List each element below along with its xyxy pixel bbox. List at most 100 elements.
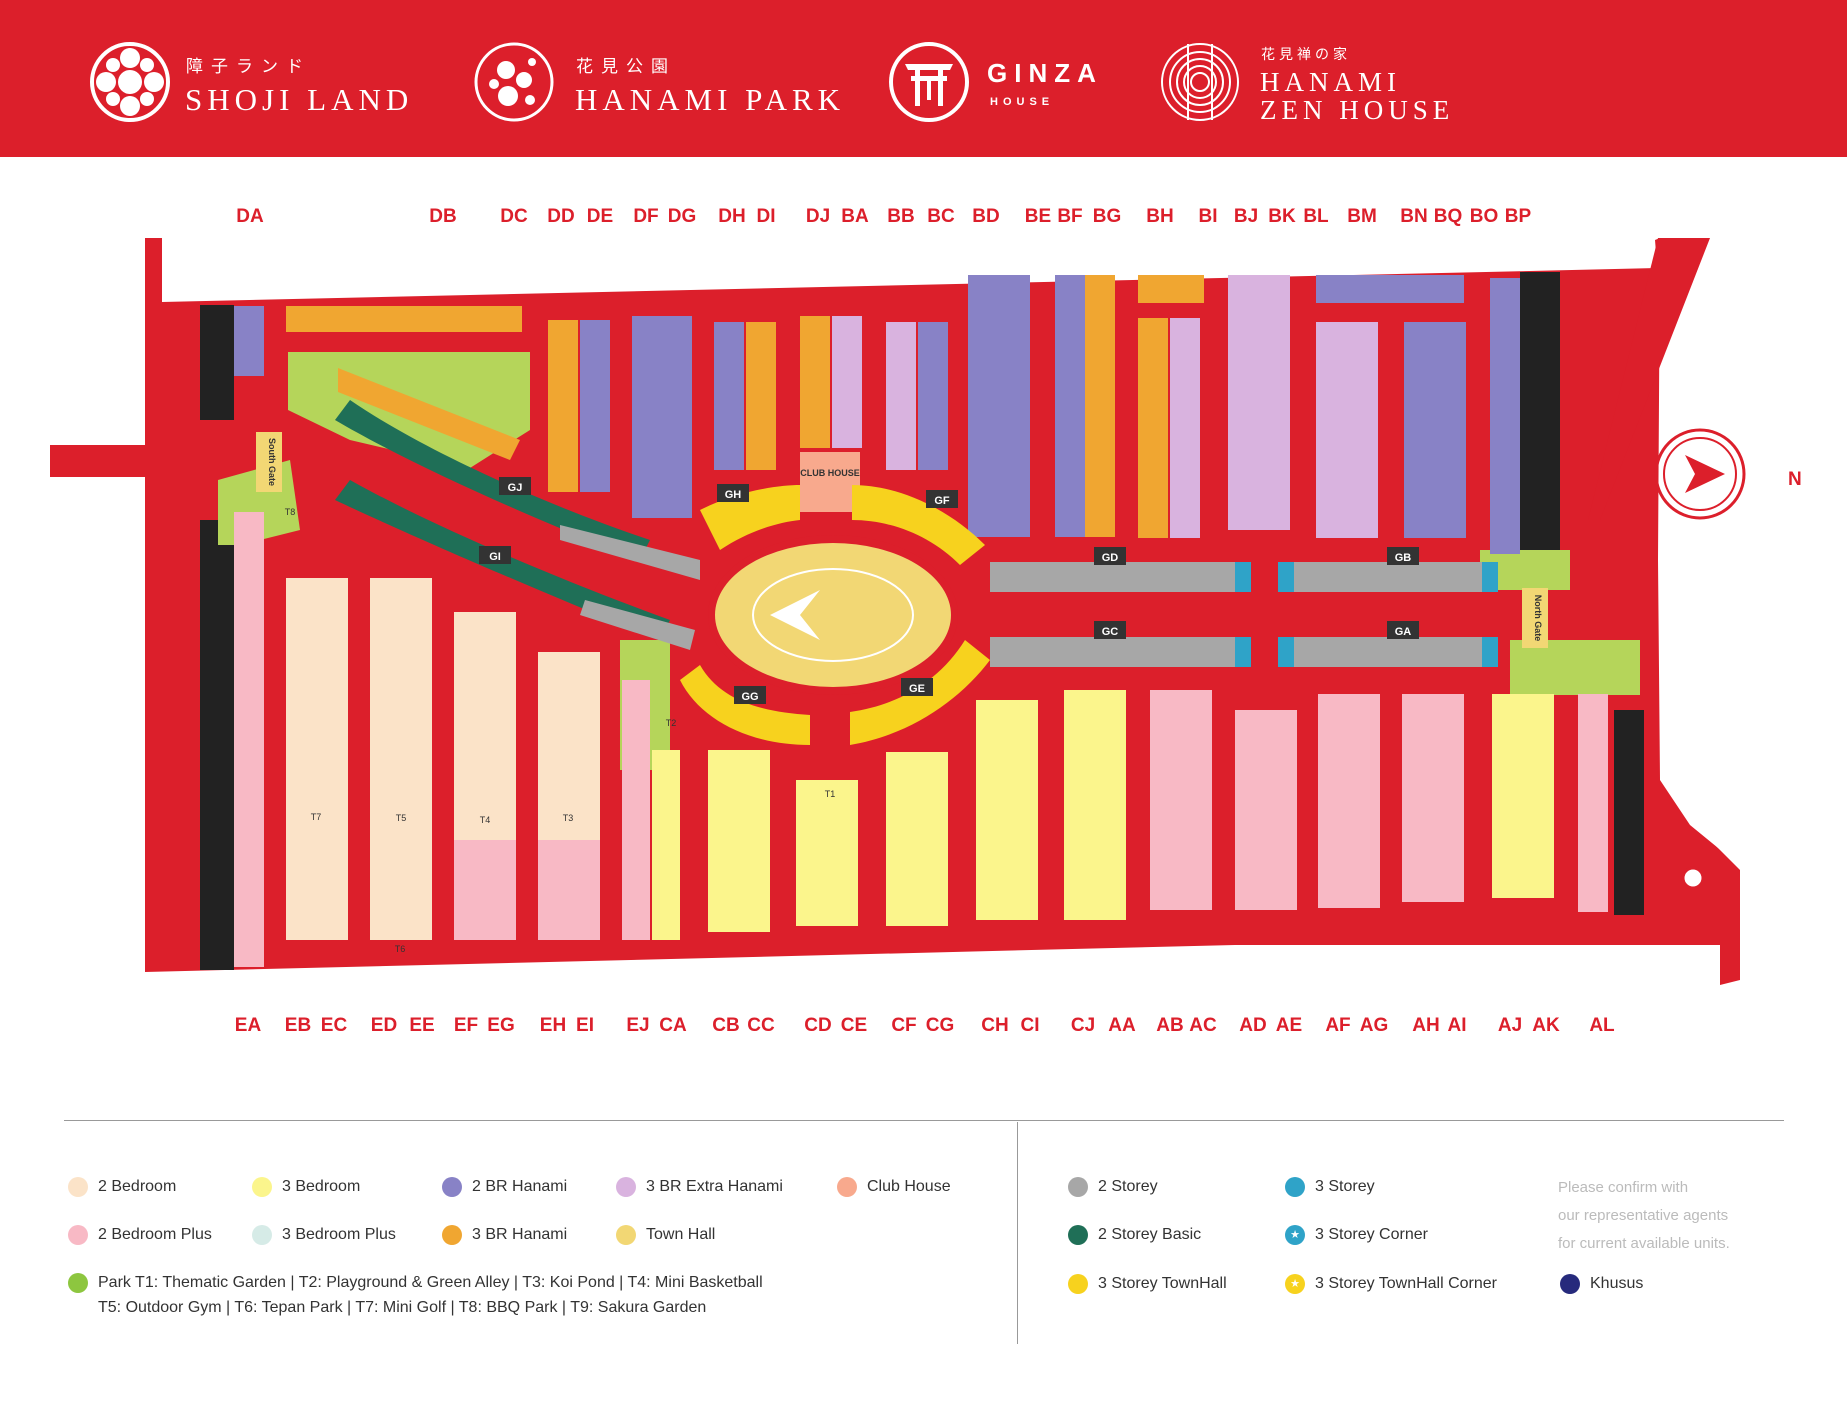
color-dot	[1285, 1177, 1305, 1197]
legend-item: 2 Storey	[1068, 1176, 1158, 1198]
outside-area	[1658, 238, 1840, 1000]
color-dot	[252, 1177, 272, 1197]
row-label-dj: DJ	[806, 206, 830, 227]
ring-tag-gg	[734, 686, 766, 704]
legend-label: 3 Bedroom Plus	[282, 1226, 396, 1243]
park-label-t4: T4	[480, 815, 491, 825]
ring-label-gj: GJ	[508, 482, 523, 494]
legend-label: 2 BR Hanami	[472, 1178, 568, 1195]
block-BP	[1490, 278, 1520, 554]
row-label-bq: BQ	[1434, 206, 1463, 227]
row-label-ef: EF	[454, 1015, 478, 1036]
park-green	[1510, 640, 1640, 695]
row-label-ag: AG	[1360, 1015, 1389, 1036]
block-EH-EI-plus	[538, 840, 600, 940]
legend-item: ★ 3 Storey Corner	[1285, 1224, 1428, 1246]
ring-tag-gf	[926, 490, 958, 508]
legend-item: 3 BR Extra Hanami	[616, 1176, 783, 1198]
park-label-t2: T2	[666, 718, 677, 728]
star-icon: ★	[1285, 1274, 1305, 1294]
row-label-dd: DD	[547, 206, 574, 227]
block-BL-BO	[1316, 275, 1464, 303]
confirm-line-2: our representative agents	[1558, 1207, 1729, 1224]
row-GB-corner	[1278, 562, 1294, 592]
block-BB	[886, 322, 916, 470]
block-DI	[746, 322, 776, 470]
confirm-note: Please confirm with our representative a…	[1558, 1174, 1818, 1258]
block-DE	[580, 320, 610, 492]
row-label-cf: CF	[891, 1015, 916, 1036]
block-CB-CC	[708, 750, 770, 932]
wall-block	[1520, 272, 1560, 555]
block-AH-AI	[1402, 694, 1464, 902]
block-DB	[338, 368, 520, 460]
block-AJ-AK	[1492, 694, 1554, 898]
row-label-ej: EJ	[626, 1015, 649, 1036]
block-BH	[1138, 318, 1168, 538]
block-DC	[286, 306, 522, 332]
row-label-bi: BI	[1199, 206, 1218, 227]
ginza-title: GINZA	[987, 58, 1103, 88]
street-label-gc: GC	[1102, 626, 1119, 638]
shoji-crest-icon	[90, 42, 170, 122]
legend-vertical-divider	[1017, 1122, 1018, 1344]
ring-GI-grey	[580, 600, 695, 650]
color-dot	[252, 1225, 272, 1245]
ring-label-gf: GF	[934, 495, 950, 507]
street-label-ga: GA	[1395, 626, 1412, 638]
legend-label: 3 Bedroom	[282, 1178, 361, 1195]
parks-text-2: T5: Outdoor Gym | T6: Tepan Park | T7: M…	[98, 1299, 707, 1316]
legend-item: 3 Storey TownHall	[1068, 1273, 1227, 1295]
zen-en-line2: ZEN HOUSE	[1260, 95, 1455, 125]
confirm-line-3: for current available units.	[1558, 1235, 1730, 1252]
legend-item: ★ 3 Storey TownHall Corner	[1285, 1273, 1497, 1295]
block-DD	[548, 320, 578, 492]
ring-label-gh: GH	[725, 489, 742, 501]
row-label-al: AL	[1589, 1015, 1615, 1036]
ring-label-ge: GE	[909, 683, 925, 695]
compass-icon	[1654, 428, 1746, 520]
legend-label: 3 BR Hanami	[472, 1226, 568, 1243]
row-label-ee: EE	[409, 1015, 434, 1036]
block-BN	[1404, 322, 1466, 538]
color-dot	[68, 1177, 88, 1197]
row-label-ei: EI	[576, 1015, 594, 1036]
block-BD	[968, 275, 1030, 537]
legend-label: 3 Storey	[1315, 1178, 1375, 1195]
wall-block	[200, 305, 234, 420]
block-DF-DG	[632, 316, 692, 518]
legend-label: Khusus	[1590, 1275, 1644, 1292]
park-label-t7: T7	[311, 812, 322, 822]
legend-item: Club House	[837, 1176, 951, 1198]
row-label-ai: AI	[1448, 1015, 1467, 1036]
legend-item: 2 Storey Basic	[1068, 1224, 1201, 1246]
row-label-aa: AA	[1108, 1015, 1136, 1036]
legend-divider-line	[64, 1120, 1784, 1121]
row-label-cd: CD	[804, 1015, 831, 1036]
color-dot	[442, 1177, 462, 1197]
legend-label: 3 BR Extra Hanami	[646, 1178, 783, 1195]
row-label-df: DF	[633, 206, 658, 227]
block-CH-CI	[976, 700, 1038, 920]
wall-block	[1614, 710, 1644, 915]
park-label-t1: T1	[825, 789, 836, 799]
block-AL	[1578, 694, 1608, 912]
row-label-ad: AD	[1239, 1015, 1266, 1036]
ring-row-labels: GJ GI GH GF GG GE GD GB GC GA	[479, 477, 1419, 704]
row-label-ac: AC	[1189, 1015, 1217, 1036]
town-hall-oval	[715, 543, 951, 687]
row-label-cg: CG	[926, 1015, 955, 1036]
street-tag-ga	[1387, 621, 1419, 639]
color-dot	[442, 1225, 462, 1245]
row-label-cb: CB	[712, 1015, 739, 1036]
block-BJ-BK	[1228, 275, 1290, 530]
legend-label: 2 Bedroom	[98, 1178, 177, 1195]
zen-en-title: HANAMI ZEN HOUSE	[1260, 68, 1454, 124]
color-dot	[1560, 1274, 1580, 1294]
block-EF-EG-plus	[454, 840, 516, 940]
ring-tag-gi	[479, 546, 511, 564]
row-GD	[990, 562, 1250, 592]
row-label-bd: BD	[972, 206, 999, 227]
row-label-dg: DG	[668, 206, 697, 227]
legend-label: 3 Storey TownHall Corner	[1315, 1275, 1498, 1292]
